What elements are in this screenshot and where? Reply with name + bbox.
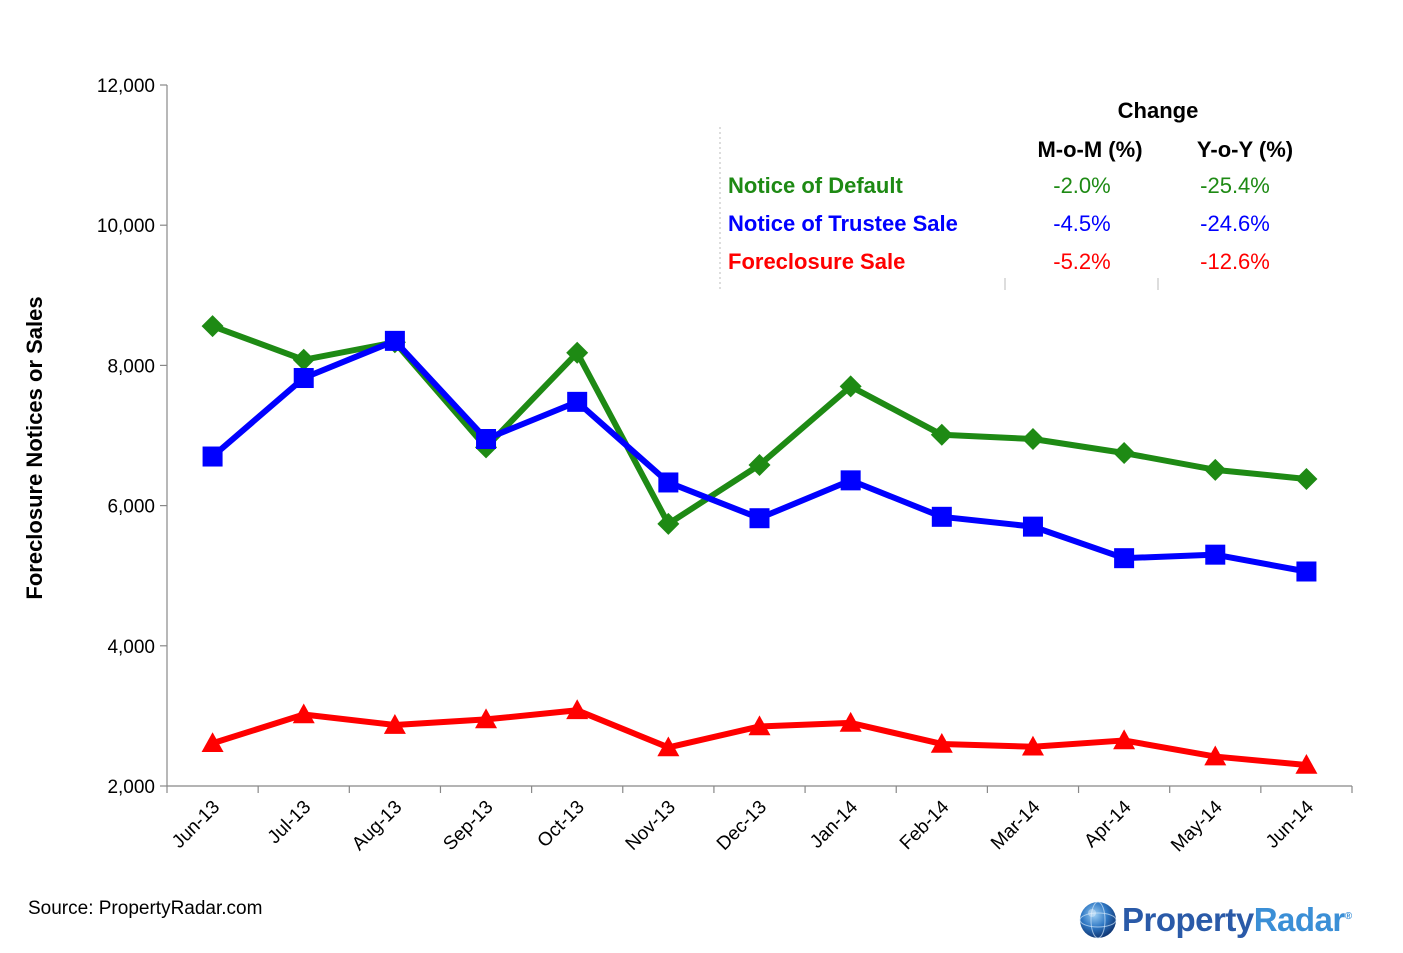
row-yoy-foreclosure-sale: -12.6% <box>1200 249 1270 274</box>
x-tick-label: Nov-13 <box>622 797 680 855</box>
data-point-foreclosure-sale <box>1113 729 1136 750</box>
row-mom-notice-of-trustee-sale: -4.5% <box>1053 211 1110 236</box>
data-point-foreclosure-sale <box>657 736 680 757</box>
data-point-notice-of-trustee-sale <box>567 391 588 412</box>
series-foreclosure-sale <box>201 699 1318 774</box>
data-point-notice-of-trustee-sale <box>1022 516 1043 537</box>
data-point-notice-of-default <box>930 423 953 446</box>
row-mom-foreclosure-sale: -5.2% <box>1053 249 1110 274</box>
data-point-foreclosure-sale <box>1204 745 1227 766</box>
x-tick-label: Sep-13 <box>439 797 497 855</box>
logo-part-radar: Radar <box>1253 901 1346 938</box>
data-point-notice-of-default <box>1021 428 1044 451</box>
data-point-notice-of-trustee-sale <box>384 330 405 351</box>
data-point-notice-of-trustee-sale <box>1205 544 1226 565</box>
data-point-notice-of-trustee-sale <box>293 368 314 389</box>
data-point-foreclosure-sale <box>292 703 315 724</box>
row-label-notice-of-trustee-sale: Notice of Trustee Sale <box>728 211 958 236</box>
propertyradar-logo: PropertyRadar® <box>1078 894 1352 946</box>
data-point-notice-of-trustee-sale <box>476 429 497 450</box>
y-tick-label: 10,000 <box>97 216 155 237</box>
y-tick-label: 4,000 <box>107 637 155 658</box>
row-label-foreclosure-sale: Foreclosure Sale <box>728 249 905 274</box>
x-tick-label: Jul-13 <box>264 797 315 848</box>
data-point-foreclosure-sale <box>839 711 862 732</box>
axes <box>166 85 1352 787</box>
data-point-notice-of-default <box>566 341 589 364</box>
data-point-notice-of-trustee-sale <box>931 506 952 527</box>
x-tick-label: Oct-13 <box>534 797 589 852</box>
source-note: Source: PropertyRadar.com <box>28 898 263 919</box>
logo-part-property: Property <box>1122 901 1254 938</box>
y-tick-label: 2,000 <box>107 777 155 798</box>
data-point-notice-of-default <box>1204 458 1227 481</box>
y-axis-label: Foreclosure Notices or Sales <box>22 296 47 599</box>
series-line-notice-of-default <box>209 323 1310 527</box>
data-point-notice-of-default <box>657 512 680 535</box>
data-point-foreclosure-sale <box>566 699 589 720</box>
data-point-notice-of-default <box>748 453 771 476</box>
series-notice-of-default <box>201 315 1318 535</box>
data-point-foreclosure-sale <box>383 714 406 734</box>
data-point-notice-of-trustee-sale <box>749 508 770 529</box>
x-tick-label: Jun-14 <box>1262 796 1318 852</box>
y-tick-label: 8,000 <box>107 356 155 377</box>
x-tick-label: Dec-13 <box>713 797 771 855</box>
table-title: Change <box>1118 98 1199 123</box>
data-point-foreclosure-sale <box>201 732 224 753</box>
x-tick-label: Feb-14 <box>896 796 954 854</box>
data-point-notice-of-default <box>292 348 315 371</box>
data-point-notice-of-trustee-sale <box>1296 561 1317 582</box>
data-point-foreclosure-sale <box>475 708 498 729</box>
y-axis-ticks: 2,000 4,000 6,000 8,000 10,000 12,000 <box>97 76 167 798</box>
data-point-foreclosure-sale <box>748 715 771 736</box>
table-col-mom: M-o-M (%) <box>1037 137 1142 162</box>
data-point-foreclosure-sale <box>930 732 953 753</box>
x-tick-label: Mar-14 <box>987 796 1045 854</box>
x-tick-label: Aug-13 <box>348 797 406 855</box>
globe-icon <box>1079 901 1117 939</box>
table-col-yoy: Y-o-Y (%) <box>1197 137 1293 162</box>
data-point-notice-of-trustee-sale <box>202 446 223 467</box>
row-label-notice-of-default: Notice of Default <box>728 173 903 198</box>
x-tick-label: May-14 <box>1167 796 1227 856</box>
x-tick-label: Jun-13 <box>168 797 224 853</box>
row-yoy-notice-of-default: -25.4% <box>1200 173 1270 198</box>
data-point-notice-of-trustee-sale <box>1114 548 1135 569</box>
change-table: Change M-o-M (%) Y-o-Y (%) Notice of Def… <box>719 98 1293 290</box>
x-tick-label: Jan-14 <box>806 796 862 852</box>
data-point-notice-of-trustee-sale <box>840 470 861 491</box>
x-tick-label: Apr-14 <box>1080 796 1135 851</box>
y-tick-label: 12,000 <box>97 76 155 97</box>
logo-wordmark: PropertyRadar® <box>1122 901 1352 939</box>
series-notice-of-trustee-sale <box>202 330 1317 582</box>
logo-registered-mark: ® <box>1344 911 1352 922</box>
x-axis-ticks: Jun-13 Jul-13 Aug-13 Sep-13 Oct-13 Nov-13 Dec-… <box>166 786 1353 856</box>
data-point-notice-of-default <box>1113 442 1136 465</box>
data-point-foreclosure-sale <box>1021 735 1044 756</box>
data-point-notice-of-default <box>839 375 862 398</box>
row-yoy-notice-of-trustee-sale: -24.6% <box>1200 211 1270 236</box>
data-point-notice-of-default <box>201 315 224 338</box>
y-tick-label: 6,000 <box>107 497 155 518</box>
row-mom-notice-of-default: -2.0% <box>1053 173 1110 198</box>
data-point-foreclosure-sale <box>1295 753 1318 774</box>
data-point-notice-of-default <box>1295 467 1318 490</box>
data-point-notice-of-trustee-sale <box>658 472 679 493</box>
series-layer <box>201 315 1318 774</box>
